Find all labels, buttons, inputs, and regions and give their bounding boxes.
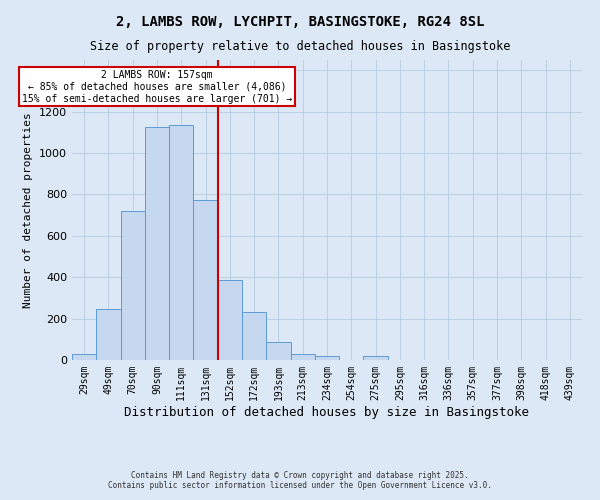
X-axis label: Distribution of detached houses by size in Basingstoke: Distribution of detached houses by size …: [125, 406, 530, 418]
Text: 2 LAMBS ROW: 157sqm
← 85% of detached houses are smaller (4,086)
15% of semi-det: 2 LAMBS ROW: 157sqm ← 85% of detached ho…: [22, 70, 292, 104]
Bar: [72, 354, 96, 360]
Bar: [242, 312, 266, 360]
Bar: [169, 125, 193, 360]
Text: 2, LAMBS ROW, LYCHPIT, BASINGSTOKE, RG24 8SL: 2, LAMBS ROW, LYCHPIT, BASINGSTOKE, RG24…: [116, 15, 484, 29]
Bar: [266, 342, 290, 360]
Bar: [121, 212, 145, 360]
Bar: [290, 354, 315, 360]
Bar: [96, 309, 121, 360]
Text: Contains HM Land Registry data © Crown copyright and database right 2025.
Contai: Contains HM Land Registry data © Crown c…: [108, 470, 492, 490]
Bar: [218, 280, 242, 360]
Bar: [193, 200, 218, 360]
Bar: [145, 127, 169, 360]
Bar: [364, 356, 388, 360]
Bar: [315, 356, 339, 360]
Text: Size of property relative to detached houses in Basingstoke: Size of property relative to detached ho…: [90, 40, 510, 53]
Y-axis label: Number of detached properties: Number of detached properties: [23, 112, 34, 308]
